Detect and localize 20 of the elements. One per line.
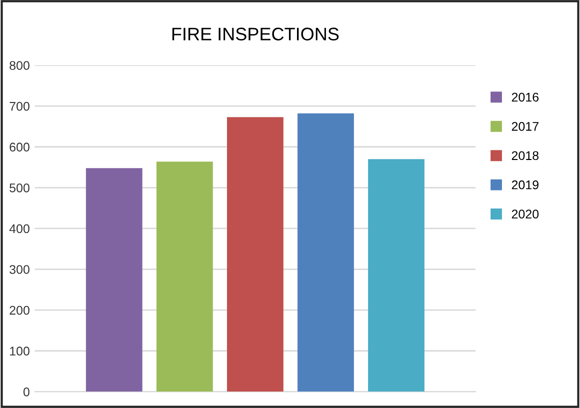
bar (368, 159, 424, 392)
y-tick-label: 200 (10, 306, 30, 315)
legend-label: 2016 (512, 92, 539, 102)
bar (226, 117, 284, 392)
y-tick-label: 600 (10, 142, 30, 152)
legend-label: 2020 (512, 210, 539, 218)
legend-label: 2017 (512, 122, 538, 131)
y-tick-label: 800 (10, 61, 30, 70)
bar (156, 162, 213, 392)
bar (86, 168, 142, 392)
y-tick-label: 500 (10, 183, 30, 192)
y-tick-label: 700 (10, 102, 30, 111)
y-tick-label: 400 (9, 224, 30, 234)
legend-label: 2019 (512, 180, 538, 190)
legend-label: 2018 (512, 151, 539, 160)
bar (298, 113, 354, 392)
y-tick-label: 100 (10, 346, 30, 356)
y-tick-label: 300 (10, 265, 30, 274)
chart-title: FIRE INSPECTIONS (172, 28, 339, 40)
y-tick-label: 0 (23, 387, 30, 396)
